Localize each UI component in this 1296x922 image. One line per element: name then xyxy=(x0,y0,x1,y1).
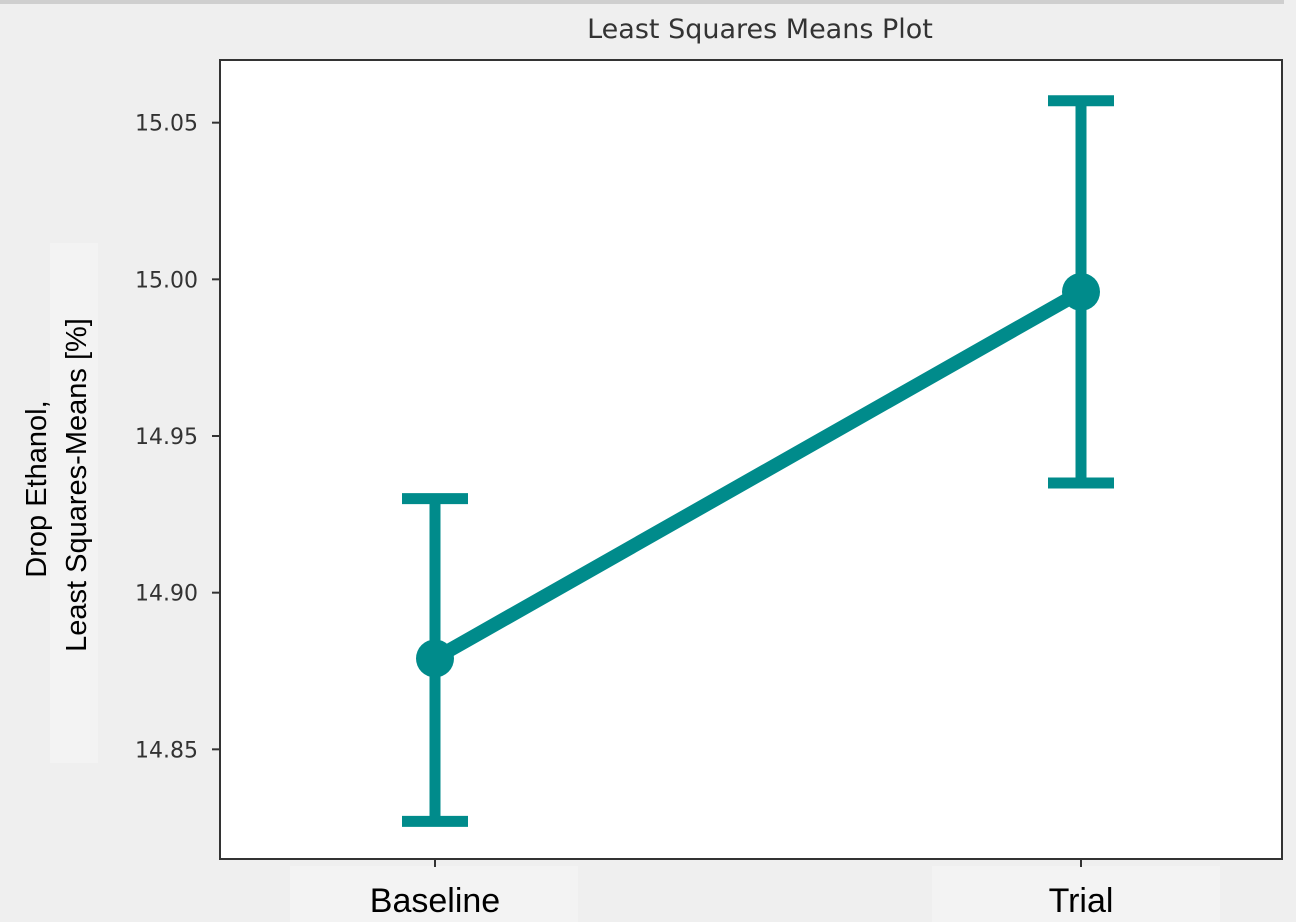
y-tick-label: 15.05 xyxy=(135,112,198,137)
x-category-label-trial: Trial xyxy=(1049,882,1114,920)
y-axis-label-line-1: Drop Ethanol, xyxy=(21,400,53,577)
plot-area xyxy=(219,59,1283,860)
xlabel-background-baseline xyxy=(290,866,578,922)
top-border xyxy=(0,0,1284,4)
y-tick-label: 14.90 xyxy=(135,582,198,607)
y-tick-label: 15.00 xyxy=(135,268,198,293)
series-marks xyxy=(402,95,1114,827)
xlabel-background-trial xyxy=(932,866,1220,922)
y-axis-label-line-2: Least Squares-Means [%] xyxy=(61,318,93,652)
x-category-label-baseline: Baseline xyxy=(370,882,500,920)
data-point-trial xyxy=(1062,272,1100,311)
series-line xyxy=(428,284,1088,666)
y-tick-label: 14.95 xyxy=(135,425,198,450)
chart-title: Least Squares Means Plot xyxy=(587,14,933,45)
ylabel-background xyxy=(50,243,98,763)
data-point-baseline xyxy=(416,639,454,678)
y-axis-ticks: 14.85 14.90 14.95 15.00 15.05 xyxy=(135,112,220,763)
y-tick-label: 14.85 xyxy=(135,738,198,763)
y-axis-label: Drop Ethanol, Least Squares-Means [%] xyxy=(21,318,93,652)
